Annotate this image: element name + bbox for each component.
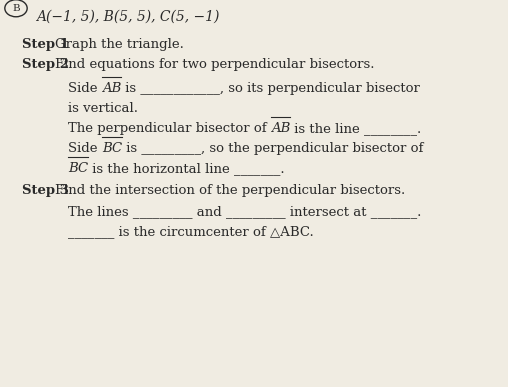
Text: BC: BC <box>102 142 122 155</box>
Text: A(−1, 5), B(5, 5), C(5, −1): A(−1, 5), B(5, 5), C(5, −1) <box>36 10 219 24</box>
Text: Graph the triangle.: Graph the triangle. <box>55 38 184 51</box>
Text: The lines _________ and _________ intersect at _______.: The lines _________ and _________ inters… <box>68 205 421 218</box>
Text: is the horizontal line _______.: is the horizontal line _______. <box>88 162 285 175</box>
Text: _______ is the circumcenter of △ABC.: _______ is the circumcenter of △ABC. <box>68 225 314 238</box>
Text: AB: AB <box>102 82 121 95</box>
Text: BC: BC <box>68 162 88 175</box>
Text: B: B <box>12 4 20 13</box>
Text: Step 1: Step 1 <box>22 38 69 51</box>
Text: The perpendicular bisector of: The perpendicular bisector of <box>68 122 271 135</box>
Text: Step 2: Step 2 <box>22 58 69 71</box>
Text: Side: Side <box>68 142 102 155</box>
Text: is vertical.: is vertical. <box>68 102 138 115</box>
Text: is the line ________.: is the line ________. <box>290 122 422 135</box>
Text: Step 3: Step 3 <box>22 184 69 197</box>
Text: Find equations for two perpendicular bisectors.: Find equations for two perpendicular bis… <box>55 58 374 71</box>
Text: AB: AB <box>271 122 290 135</box>
Text: Side: Side <box>68 82 102 95</box>
Text: is ____________, so its perpendicular bisector: is ____________, so its perpendicular bi… <box>121 82 420 95</box>
Text: Find the intersection of the perpendicular bisectors.: Find the intersection of the perpendicul… <box>55 184 405 197</box>
Text: is _________, so the perpendicular bisector of: is _________, so the perpendicular bisec… <box>122 142 423 155</box>
